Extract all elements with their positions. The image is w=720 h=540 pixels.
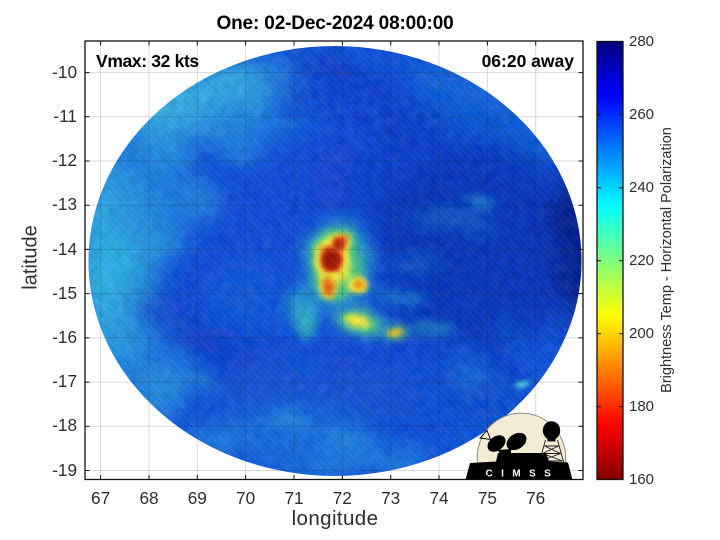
svg-text:CIMSS: CIMSS [486, 469, 560, 480]
